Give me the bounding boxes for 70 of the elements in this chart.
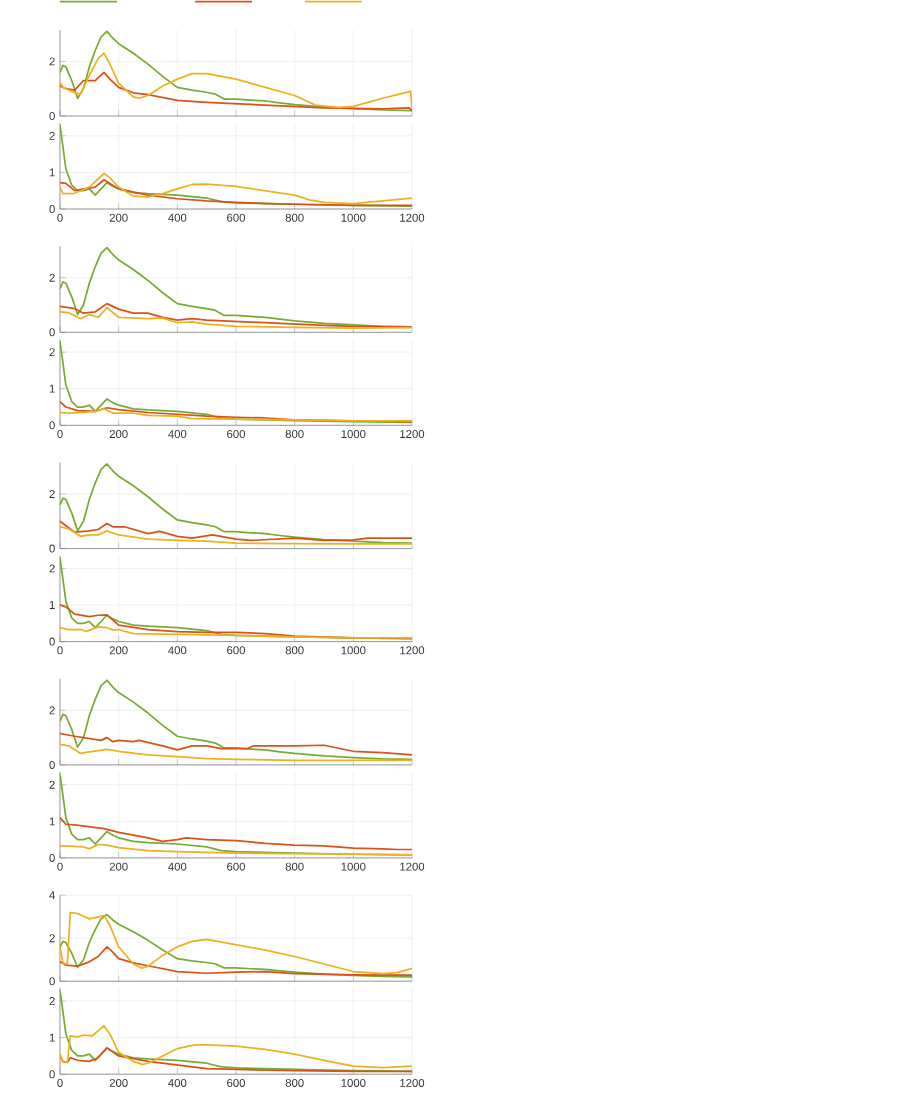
x-tick-label: 800	[285, 213, 304, 222]
x-tick-label: 400	[168, 213, 187, 222]
y-tick-label: 2	[49, 780, 55, 789]
y-tick-label: 0	[49, 637, 55, 646]
x-tick-label: 400	[168, 646, 187, 655]
y-tick-label: 2	[49, 997, 55, 1005]
y-tick-label: 2	[49, 273, 55, 282]
line-series	[60, 30, 412, 112]
x-tick-label: 200	[109, 646, 128, 655]
y-tick-label: 0	[49, 544, 55, 553]
y-tick-label: 0	[49, 328, 55, 337]
x-tick-label: 600	[227, 213, 245, 222]
x-tick-label: 1200	[400, 646, 425, 655]
line-series	[60, 525, 412, 545]
y-tick-label: 2	[49, 934, 55, 943]
x-tick-label: 800	[285, 862, 304, 871]
x-tick-label: 0	[57, 646, 63, 655]
y-tick-label: 2	[49, 490, 55, 498]
y-tick-label: 2	[49, 348, 55, 357]
x-tick-label: 1200	[400, 430, 425, 439]
x-tick-label: 1200	[400, 213, 425, 222]
line-series	[60, 816, 412, 851]
y-tick-label: 1	[49, 384, 55, 393]
y-tick-label: 2	[49, 706, 55, 715]
x-tick-label: 600	[227, 862, 245, 871]
x-tick-label: 200	[109, 213, 128, 222]
x-tick-label: 200	[109, 430, 128, 439]
x-tick-label: 1000	[341, 430, 366, 439]
line-series	[60, 520, 412, 542]
y-tick-label: 1	[49, 1033, 55, 1042]
x-tick-label: 0	[57, 862, 63, 871]
y-tick-label: 2	[49, 57, 55, 66]
x-tick-label: 1200	[400, 1078, 425, 1087]
y-tick-label: 0	[49, 112, 55, 121]
y-tick-label: 1	[49, 817, 55, 826]
line-series	[60, 52, 412, 109]
x-tick-label: 200	[109, 862, 128, 871]
y-tick-label: 0	[49, 853, 55, 862]
x-tick-label: 1000	[341, 646, 366, 655]
x-tick-label: 0	[57, 430, 63, 439]
x-tick-label: 1000	[341, 213, 366, 222]
x-tick-label: 1000	[341, 862, 366, 871]
x-tick-label: 0	[57, 213, 63, 222]
x-tick-label: 400	[168, 1078, 187, 1087]
x-tick-label: 1200	[400, 862, 425, 871]
x-tick-label: 200	[109, 1078, 128, 1087]
y-tick-label: 0	[49, 421, 55, 430]
x-tick-label: 600	[227, 430, 245, 439]
y-tick-label: 0	[49, 205, 55, 214]
x-tick-label: 400	[168, 862, 187, 871]
y-tick-label: 1	[49, 601, 55, 609]
y-tick-label: 4	[49, 891, 55, 900]
y-tick-label: 2	[49, 131, 55, 140]
line-series	[60, 463, 412, 545]
x-tick-label: 600	[227, 1078, 245, 1087]
x-tick-label: 1000	[341, 1078, 366, 1087]
x-tick-label: 800	[285, 646, 304, 655]
y-tick-label: 2	[49, 564, 55, 573]
y-tick-label: 0	[49, 760, 55, 769]
y-tick-label: 0	[49, 977, 55, 986]
x-tick-label: 800	[285, 1078, 304, 1087]
line-series	[60, 407, 412, 422]
x-tick-label: 400	[168, 430, 187, 439]
line-series	[60, 1025, 412, 1069]
x-tick-label: 800	[285, 430, 304, 439]
y-tick-label: 0	[49, 1070, 55, 1079]
x-tick-label: 600	[227, 646, 245, 655]
line-series	[60, 945, 412, 977]
y-tick-label: 1	[49, 168, 55, 177]
x-tick-label: 0	[57, 1078, 63, 1087]
